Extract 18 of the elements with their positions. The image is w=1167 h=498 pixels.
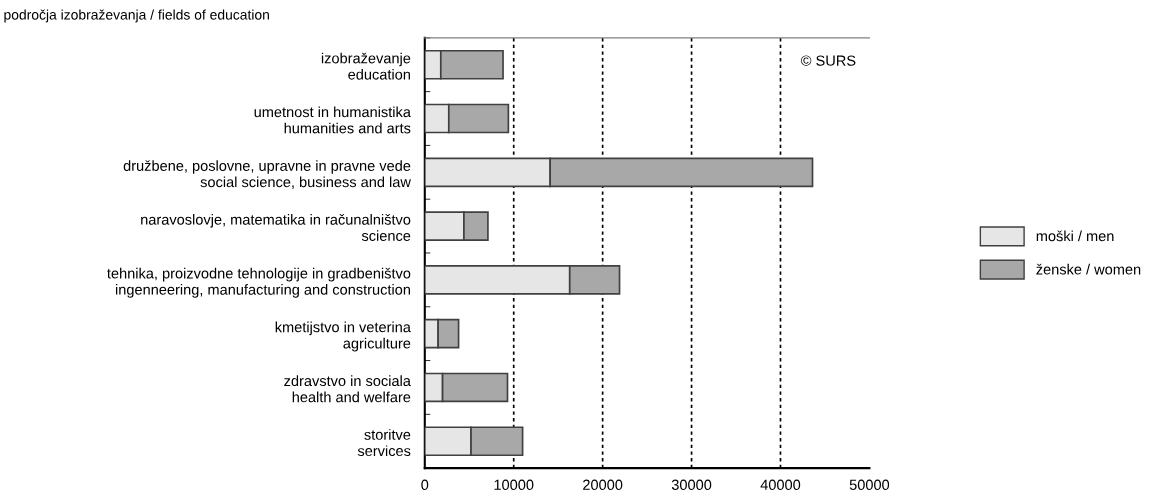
y-tick-label: družbene, poslovne, upravne in pravne vede social science, business and law [123, 160, 411, 189]
y-tick-label: tehnika, proizvodne tehnologije in gradbeništvo ingenneering, manufacturing and construction [107, 267, 411, 298]
x-tick-label: 20000 [583, 479, 623, 490]
legend-label: moški / men [1036, 230, 1114, 242]
x-tick-label: 40000 [760, 479, 801, 490]
y-tick-label: storitve services [357, 429, 411, 457]
y-tick-label: naravoslovje, matematika in računalništvo science [141, 213, 411, 241]
x-tick-label: 10000 [494, 479, 534, 490]
y-tick-label: zdravstvo in sociala health and welfare [284, 375, 411, 403]
x-tick-label: 0 [421, 479, 429, 490]
legend-label: ženske / women [1036, 263, 1141, 275]
y-tick-label: umetnost in humanistika humanities and arts [254, 106, 411, 134]
y-axis-title: področja izobraževanja / fields of education [4, 9, 269, 23]
annotation: © SURS [800, 55, 856, 66]
x-tick-label: 50000 [849, 479, 890, 490]
y-tick-label: kmetijstvo in veterina agriculture [275, 321, 411, 352]
x-tick-label: 30000 [671, 479, 712, 490]
y-tick-label: izobraževanje education [321, 52, 411, 80]
